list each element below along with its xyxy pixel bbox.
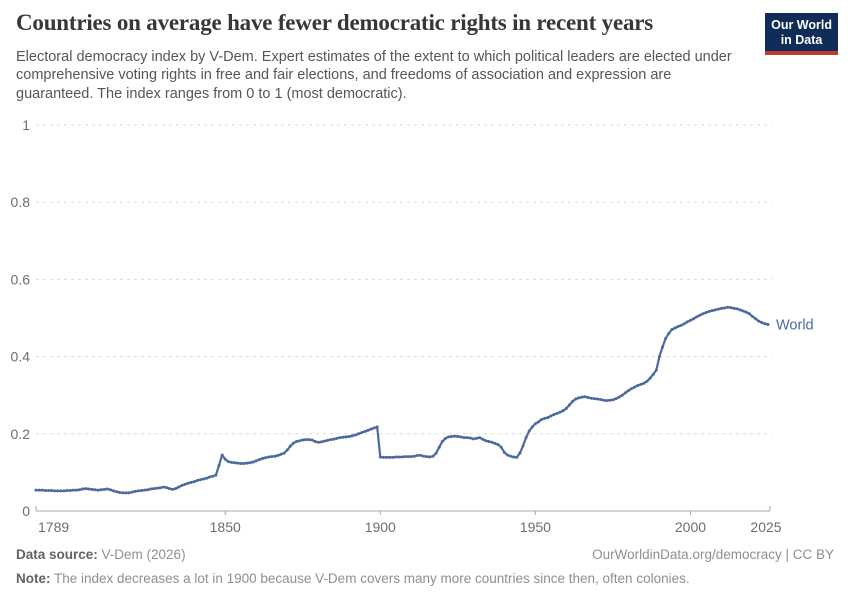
x-tick-label-2000: 2000	[675, 519, 706, 535]
y-tick-label-0.2: 0.2	[11, 426, 31, 442]
x-tick-label-1950: 1950	[520, 519, 551, 535]
y-tick-label-0.6: 0.6	[11, 271, 31, 287]
x-tick-label-1789: 1789	[38, 519, 69, 535]
world-line-markers	[34, 305, 770, 495]
data-source-label: Data source:	[16, 547, 98, 562]
y-tick-label-0: 0	[22, 503, 30, 519]
chart-title: Countries on average have fewer democrat…	[16, 10, 654, 35]
y-tick-label-0.4: 0.4	[11, 349, 31, 365]
data-source-line: Data source: V-Dem (2026)	[16, 546, 186, 564]
world-line	[34, 306, 770, 494]
owid-logo[interactable]: Our World in Data	[765, 13, 838, 55]
note-line: Note: The index decreases a lot in 1900 …	[16, 570, 834, 588]
y-tick-label-1: 1	[22, 117, 30, 133]
owid-license-link[interactable]: OurWorldinData.org/democracy | CC BY	[592, 547, 834, 562]
x-tick-label-1900: 1900	[365, 519, 396, 535]
owid-logo-line2: in Data	[780, 32, 823, 47]
x-tick-label-1850: 1850	[210, 519, 241, 535]
note-label: Note:	[16, 570, 51, 586]
y-tick-label-0.8: 0.8	[11, 194, 31, 210]
chart-subtitle: Electoral democracy index by V-Dem. Expe…	[16, 49, 732, 102]
x-tick-label-2025: 2025	[750, 519, 781, 535]
owid-logo-line1: Our World	[771, 18, 832, 32]
chart-footer: Data source: V-Dem (2026) OurWorldinData…	[16, 546, 834, 587]
series-label-world[interactable]: World	[776, 318, 814, 334]
data-source-value: V-Dem (2026)	[97, 547, 186, 562]
note-value: The index decreases a lot in 1900 becaus…	[50, 570, 690, 586]
